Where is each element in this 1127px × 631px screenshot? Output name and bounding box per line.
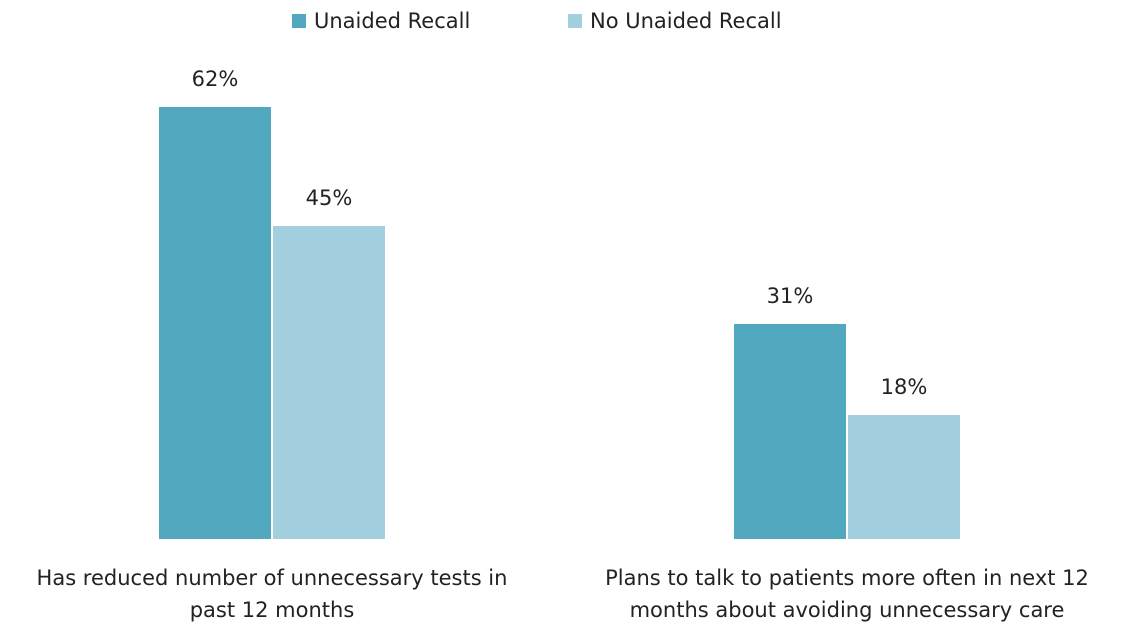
value-label: 18% <box>881 375 928 399</box>
value-label: 45% <box>306 186 353 210</box>
category-label: Has reduced number of unnecessary tests … <box>36 566 508 622</box>
bar <box>732 322 848 541</box>
value-label: 31% <box>767 284 814 308</box>
value-label: 62% <box>192 67 239 91</box>
bar <box>271 224 387 541</box>
legend-label: No Unaided Recall <box>590 9 782 33</box>
legend-label: Unaided Recall <box>314 9 470 33</box>
bar <box>157 105 273 541</box>
category-label: Plans to talk to patients more often in … <box>605 566 1089 622</box>
bar <box>846 413 962 541</box>
legend-swatch <box>568 14 582 28</box>
legend-swatch <box>292 14 306 28</box>
